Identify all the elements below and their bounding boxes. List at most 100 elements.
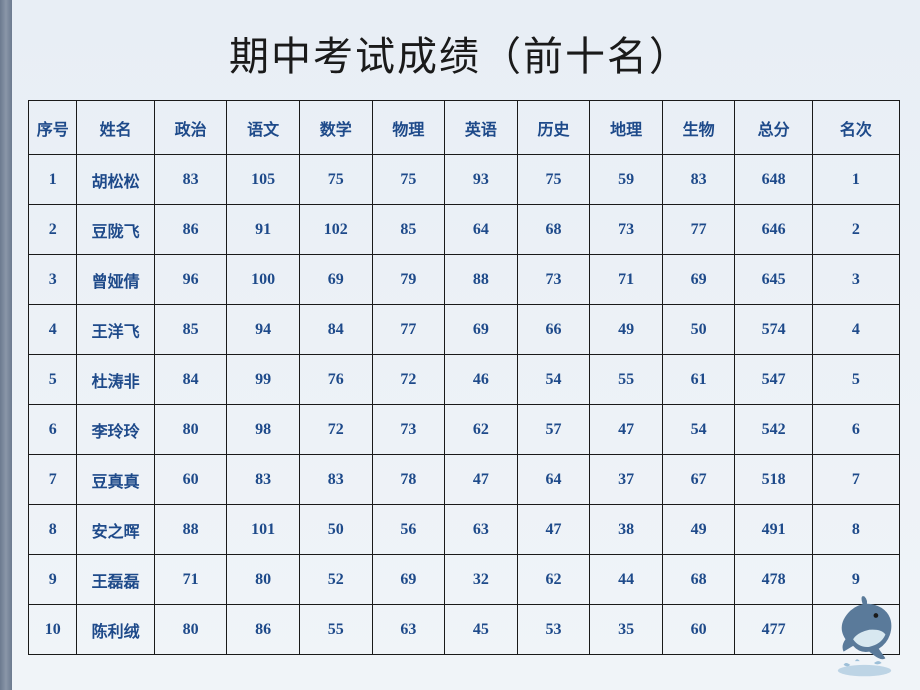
cell-score: 99 xyxy=(227,355,300,405)
cell-total: 542 xyxy=(735,405,812,455)
cell-total: 646 xyxy=(735,205,812,255)
cell-num: 10 xyxy=(29,605,77,655)
cell-score: 46 xyxy=(445,355,518,405)
cell-score: 77 xyxy=(662,205,735,255)
cell-score: 96 xyxy=(154,255,227,305)
cell-score: 63 xyxy=(372,605,445,655)
cell-score: 61 xyxy=(662,355,735,405)
cell-score: 67 xyxy=(662,455,735,505)
cell-total: 478 xyxy=(735,555,812,605)
cell-num: 7 xyxy=(29,455,77,505)
cell-score: 79 xyxy=(372,255,445,305)
page-title: 期中考试成绩（前十名） xyxy=(0,0,920,100)
cell-score: 63 xyxy=(445,505,518,555)
cell-score: 72 xyxy=(299,405,372,455)
cell-score: 71 xyxy=(154,555,227,605)
cell-rank: 6 xyxy=(812,405,899,455)
cell-rank: 2 xyxy=(812,205,899,255)
cell-score: 94 xyxy=(227,305,300,355)
cell-total: 547 xyxy=(735,355,812,405)
cell-name: 豆真真 xyxy=(77,455,154,505)
cell-score: 76 xyxy=(299,355,372,405)
cell-score: 85 xyxy=(372,205,445,255)
table-row: 8安之晖881015056634738494918 xyxy=(29,505,900,555)
scores-table: 序号 姓名 政治 语文 数学 物理 英语 历史 地理 生物 总分 名次 1胡松松… xyxy=(28,100,900,655)
cell-total: 477 xyxy=(735,605,812,655)
cell-score: 71 xyxy=(590,255,663,305)
cell-score: 83 xyxy=(154,155,227,205)
cell-score: 88 xyxy=(154,505,227,555)
table-header-row: 序号 姓名 政治 语文 数学 物理 英语 历史 地理 生物 总分 名次 xyxy=(29,101,900,155)
cell-rank: 5 xyxy=(812,355,899,405)
cell-total: 645 xyxy=(735,255,812,305)
cell-rank: 1 xyxy=(812,155,899,205)
cell-rank: 3 xyxy=(812,255,899,305)
cell-name: 陈利绒 xyxy=(77,605,154,655)
cell-score: 59 xyxy=(590,155,663,205)
cell-score: 47 xyxy=(590,405,663,455)
cell-name: 王洋飞 xyxy=(77,305,154,355)
cell-score: 69 xyxy=(445,305,518,355)
col-header-chinese: 语文 xyxy=(227,101,300,155)
col-header-num: 序号 xyxy=(29,101,77,155)
cell-name: 杜涛非 xyxy=(77,355,154,405)
cell-score: 54 xyxy=(517,355,590,405)
table-row: 1胡松松831057575937559836481 xyxy=(29,155,900,205)
col-header-biology: 生物 xyxy=(662,101,735,155)
cell-name: 王磊磊 xyxy=(77,555,154,605)
table-row: 6李玲玲80987273625747545426 xyxy=(29,405,900,455)
cell-score: 86 xyxy=(154,205,227,255)
cell-score: 37 xyxy=(590,455,663,505)
cell-score: 60 xyxy=(154,455,227,505)
col-header-english: 英语 xyxy=(445,101,518,155)
cell-score: 83 xyxy=(662,155,735,205)
cell-score: 64 xyxy=(517,455,590,505)
cell-score: 86 xyxy=(227,605,300,655)
table-row: 2豆陇飞869110285646873776462 xyxy=(29,205,900,255)
table-row: 9王磊磊71805269326244684789 xyxy=(29,555,900,605)
table-body: 1胡松松8310575759375598364812豆陇飞86911028564… xyxy=(29,155,900,655)
cell-score: 49 xyxy=(590,305,663,355)
cell-num: 4 xyxy=(29,305,77,355)
cell-rank: 7 xyxy=(812,455,899,505)
cell-score: 60 xyxy=(662,605,735,655)
cell-name: 胡松松 xyxy=(77,155,154,205)
cell-score: 55 xyxy=(590,355,663,405)
cell-score: 78 xyxy=(372,455,445,505)
cell-score: 44 xyxy=(590,555,663,605)
cell-score: 88 xyxy=(445,255,518,305)
cell-name: 曾娅倩 xyxy=(77,255,154,305)
cell-score: 91 xyxy=(227,205,300,255)
table-row: 5杜涛非84997672465455615475 xyxy=(29,355,900,405)
cell-score: 45 xyxy=(445,605,518,655)
cell-num: 1 xyxy=(29,155,77,205)
cell-score: 55 xyxy=(299,605,372,655)
cell-name: 李玲玲 xyxy=(77,405,154,455)
cell-score: 66 xyxy=(517,305,590,355)
cell-score: 75 xyxy=(517,155,590,205)
cell-score: 73 xyxy=(517,255,590,305)
cell-score: 84 xyxy=(299,305,372,355)
cell-score: 38 xyxy=(590,505,663,555)
cell-score: 77 xyxy=(372,305,445,355)
cell-score: 68 xyxy=(517,205,590,255)
cell-total: 491 xyxy=(735,505,812,555)
cell-score: 101 xyxy=(227,505,300,555)
cell-score: 32 xyxy=(445,555,518,605)
cell-num: 8 xyxy=(29,505,77,555)
cell-score: 56 xyxy=(372,505,445,555)
table-row: 10陈利绒808655634553356047710 xyxy=(29,605,900,655)
col-header-name: 姓名 xyxy=(77,101,154,155)
cell-score: 80 xyxy=(154,605,227,655)
cell-score: 69 xyxy=(662,255,735,305)
cell-name: 豆陇飞 xyxy=(77,205,154,255)
cell-score: 75 xyxy=(372,155,445,205)
cell-score: 83 xyxy=(299,455,372,505)
left-decorative-strip xyxy=(0,0,12,690)
cell-total: 574 xyxy=(735,305,812,355)
cell-score: 73 xyxy=(590,205,663,255)
cell-total: 518 xyxy=(735,455,812,505)
cell-score: 93 xyxy=(445,155,518,205)
cell-score: 69 xyxy=(372,555,445,605)
col-header-geography: 地理 xyxy=(590,101,663,155)
